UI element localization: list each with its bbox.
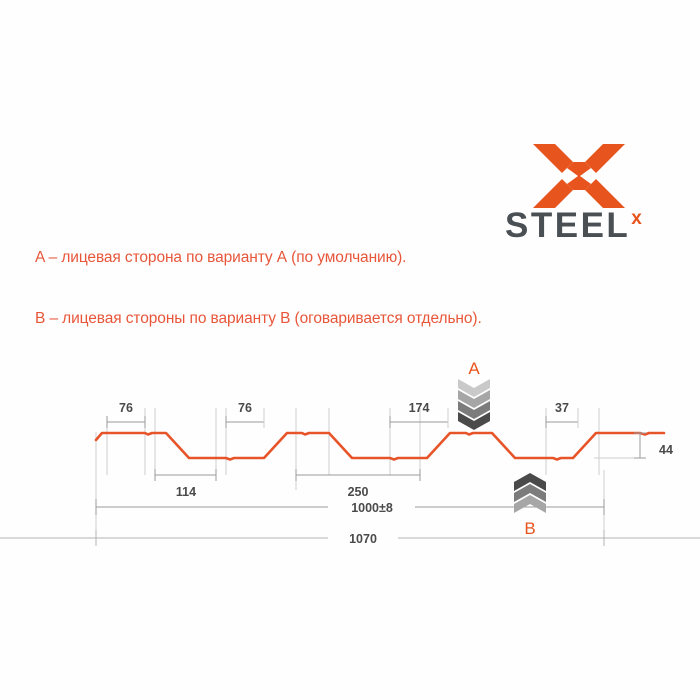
marker-a-letter: A <box>468 359 480 378</box>
dim-label-crest-76-left: 76 <box>119 401 133 415</box>
dim-label-crest-76-right: 76 <box>238 401 252 415</box>
chevron-up-stack-icon <box>508 468 552 520</box>
dim-label-1000: 1000±8 <box>351 501 393 515</box>
brand-wordmark: STEEL x <box>505 208 660 244</box>
brand-logo: STEEL x <box>505 142 660 247</box>
dim-label-174: 174 <box>409 401 430 415</box>
profile-cross-section-drawing: 76 76 174 37 114 250 1000±8 1070 44 <box>0 350 700 560</box>
marker-side-a: A <box>452 360 496 430</box>
dim-label-1070: 1070 <box>349 532 377 546</box>
chevron-down-stack-icon <box>452 378 496 430</box>
dim-label-250: 250 <box>348 485 369 499</box>
caption-variant-b: B – лицевая стороны по варианту B (огова… <box>35 310 482 327</box>
brand-name-text: STEEL <box>505 206 631 245</box>
marker-side-b: B <box>508 468 552 538</box>
caption-variant-a: A – лицевая сторона по варианту А (по ум… <box>35 249 407 266</box>
brand-superscript-text: x <box>631 208 642 229</box>
dim-label-44: 44 <box>659 443 673 457</box>
profile-outline <box>94 431 666 461</box>
marker-b-letter: B <box>524 519 536 538</box>
steelx-x-logo-icon <box>533 142 625 210</box>
dim-label-37: 37 <box>555 401 569 415</box>
dim-label-114: 114 <box>176 485 196 499</box>
